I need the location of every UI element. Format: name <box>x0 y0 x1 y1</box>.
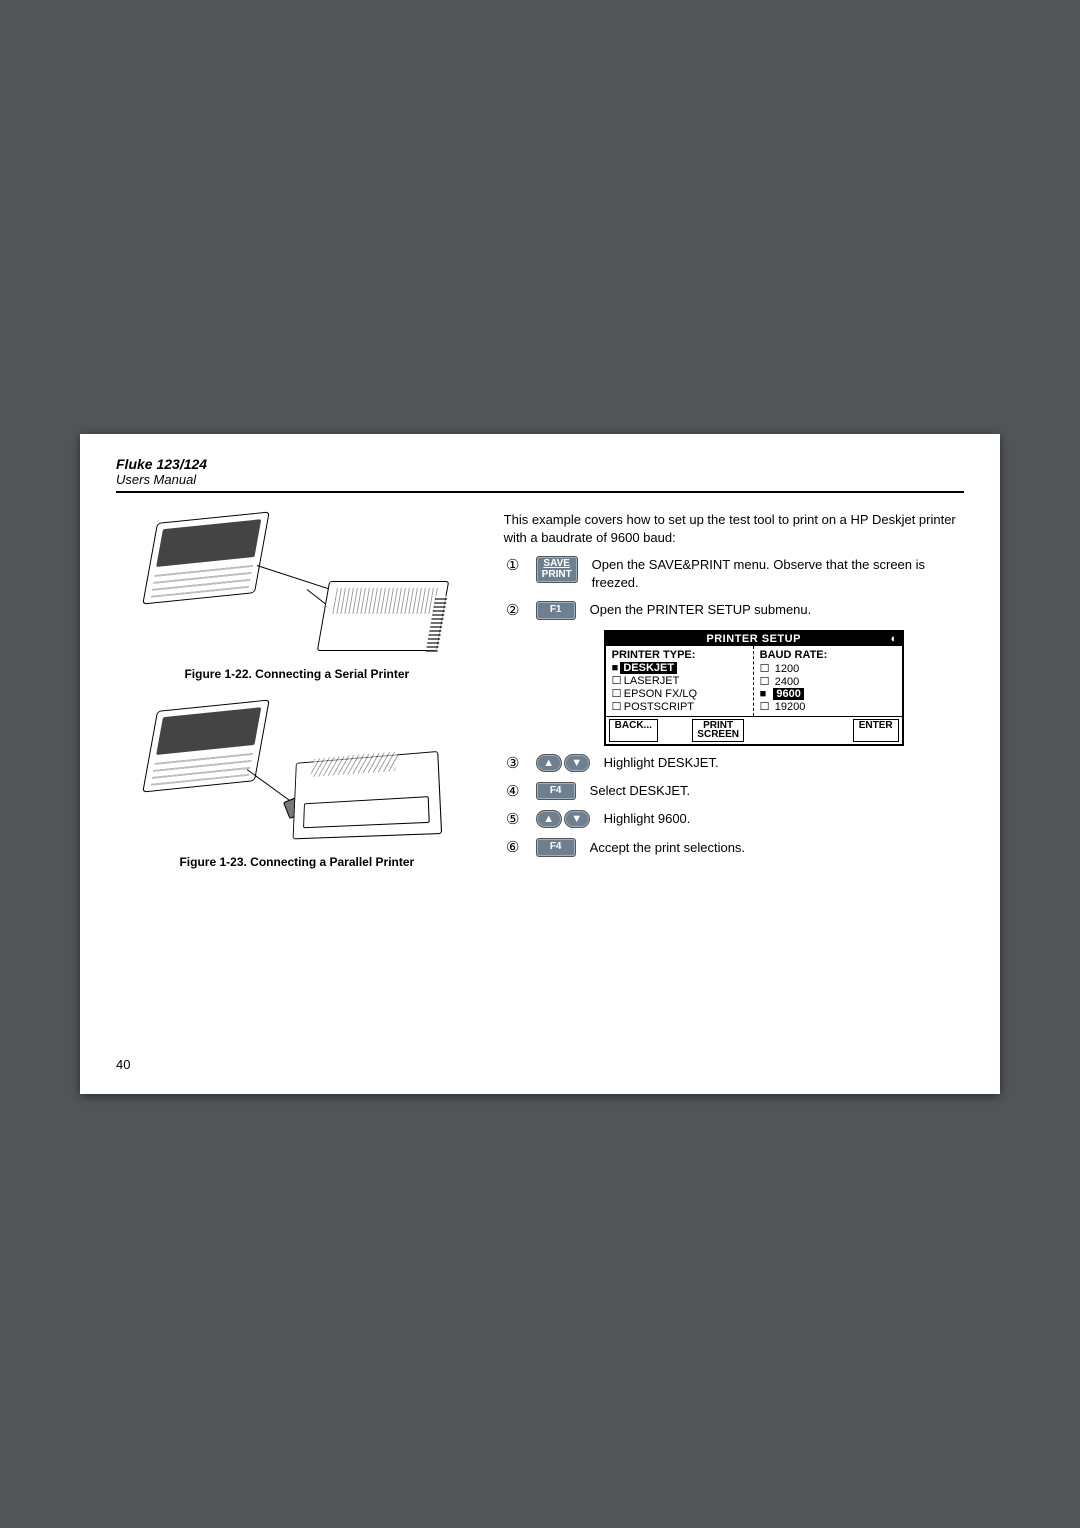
page-number: 40 <box>116 1057 130 1072</box>
checkbox-empty-icon: ☐ <box>760 700 769 713</box>
checkbox-empty-icon: ☐ <box>760 662 769 675</box>
intro-text: This example covers how to set up the te… <box>504 511 964 546</box>
product-title: Fluke 123/124 <box>116 456 964 472</box>
step-number: ② <box>504 601 522 619</box>
arrow-keys: ▲ ▼ <box>536 810 590 828</box>
down-arrow-key: ▼ <box>564 754 590 772</box>
content-columns: Figure 1-22. Connecting a Serial Printer… <box>116 511 964 887</box>
printer-setup-menu: PRINTER SETUP ◐ PRINTER TYPE: ■ DESKJET … <box>604 630 904 746</box>
menu-item: ■ DESKJET <box>612 662 677 674</box>
menu-item-label: POSTSCRIPT <box>624 701 694 713</box>
menu-item: ☐ 1200 <box>760 662 896 675</box>
f4-key: F4 <box>536 782 576 801</box>
handheld-device-icon <box>142 699 270 792</box>
menu-col-title: BAUD RATE: <box>760 649 896 661</box>
up-arrow-key: ▲ <box>536 754 562 772</box>
menu-enter-btn: ENTER <box>853 719 899 742</box>
step-row: ④ F4 Select DESKJET. <box>504 782 964 801</box>
step-number: ⑤ <box>504 810 522 828</box>
page-header: Fluke 123/124 Users Manual <box>116 456 964 493</box>
menu-right-col: BAUD RATE: ☐ 1200 ☐ 2400 ■ 9600 <box>754 646 902 716</box>
figure-serial-sketch <box>137 511 457 661</box>
menu-title-text: PRINTER SETUP <box>706 633 801 645</box>
serial-printer-icon <box>317 581 449 651</box>
menu-item-label: DESKJET <box>620 662 677 674</box>
checkbox-empty-icon: ☐ <box>612 687 621 700</box>
step-text: Open the PRINTER SETUP submenu. <box>590 601 964 619</box>
up-arrow-key: ▲ <box>536 810 562 828</box>
menu-item-label: LASERJET <box>624 675 680 687</box>
figure-parallel-sketch <box>137 699 457 849</box>
menu-item: ☐ 2400 <box>760 675 896 688</box>
menu-item-label: 9600 <box>773 688 803 700</box>
menu-left-col: PRINTER TYPE: ■ DESKJET ☐ LASERJET ☐ EPS… <box>606 646 754 716</box>
checkbox-filled-icon: ■ <box>612 662 619 674</box>
step-text: Select DESKJET. <box>590 782 964 800</box>
step-text: Accept the print selections. <box>590 839 964 857</box>
manual-subtitle: Users Manual <box>116 472 964 487</box>
menu-item-label: 19200 <box>775 701 806 713</box>
menu-item: ☐ LASERJET <box>612 674 747 687</box>
checkbox-filled-icon: ■ <box>760 688 767 700</box>
step-number: ① <box>504 556 522 574</box>
menu-body: PRINTER TYPE: ■ DESKJET ☐ LASERJET ☐ EPS… <box>606 646 902 716</box>
step-number: ③ <box>504 754 522 772</box>
step-row: ③ ▲ ▼ Highlight DESKJET. <box>504 754 964 772</box>
key-line: PRINT <box>542 570 572 581</box>
checkbox-empty-icon: ☐ <box>612 700 621 713</box>
left-column: Figure 1-22. Connecting a Serial Printer… <box>116 511 478 887</box>
menu-title: PRINTER SETUP ◐ <box>606 632 902 646</box>
menu-item: ■ 9600 <box>760 688 804 700</box>
contrast-icon: ◐ <box>891 633 898 645</box>
step-number: ④ <box>504 782 522 800</box>
menu-back-btn: BACK... <box>609 719 658 742</box>
down-arrow-key: ▼ <box>564 810 590 828</box>
figure-caption: Figure 1-22. Connecting a Serial Printer <box>184 667 409 681</box>
menu-item: ☐ 19200 <box>760 700 896 713</box>
menu-print-btn: PRINT SCREEN <box>692 719 744 742</box>
menu-item: ☐ POSTSCRIPT <box>612 700 747 713</box>
menu-item-label: 2400 <box>775 676 799 688</box>
checkbox-empty-icon: ☐ <box>760 675 769 688</box>
menu-print-line: SCREEN <box>697 730 739 740</box>
menu-col-title: PRINTER TYPE: <box>612 649 747 661</box>
step-row: ② F1 Open the PRINTER SETUP submenu. <box>504 601 964 620</box>
step-text: Open the SAVE&PRINT menu. Observe that t… <box>592 556 964 591</box>
figure-caption: Figure 1-23. Connecting a Parallel Print… <box>179 855 414 869</box>
step-number: ⑥ <box>504 838 522 856</box>
step-row: ⑥ F4 Accept the print selections. <box>504 838 964 857</box>
save-print-key: SAVE PRINT <box>536 556 578 583</box>
menu-item: ☐ EPSON FX/LQ <box>612 687 747 700</box>
parallel-printer-icon <box>292 751 442 839</box>
step-row: ⑤ ▲ ▼ Highlight 9600. <box>504 810 964 828</box>
f1-key: F1 <box>536 601 576 620</box>
f4-key: F4 <box>536 838 576 857</box>
menu-item-label: EPSON FX/LQ <box>624 688 697 700</box>
checkbox-empty-icon: ☐ <box>612 674 621 687</box>
step-text: Highlight 9600. <box>604 810 964 828</box>
arrow-keys: ▲ ▼ <box>536 754 590 772</box>
menu-item-label: 1200 <box>775 663 799 675</box>
handheld-device-icon <box>142 511 270 604</box>
menu-footer: BACK... PRINT SCREEN ENTER <box>606 716 902 744</box>
step-text: Highlight DESKJET. <box>604 754 964 772</box>
manual-page: Fluke 123/124 Users Manual Figure 1-22. … <box>80 434 1000 1094</box>
right-column: This example covers how to set up the te… <box>504 511 964 887</box>
step-row: ① SAVE PRINT Open the SAVE&PRINT menu. O… <box>504 556 964 591</box>
